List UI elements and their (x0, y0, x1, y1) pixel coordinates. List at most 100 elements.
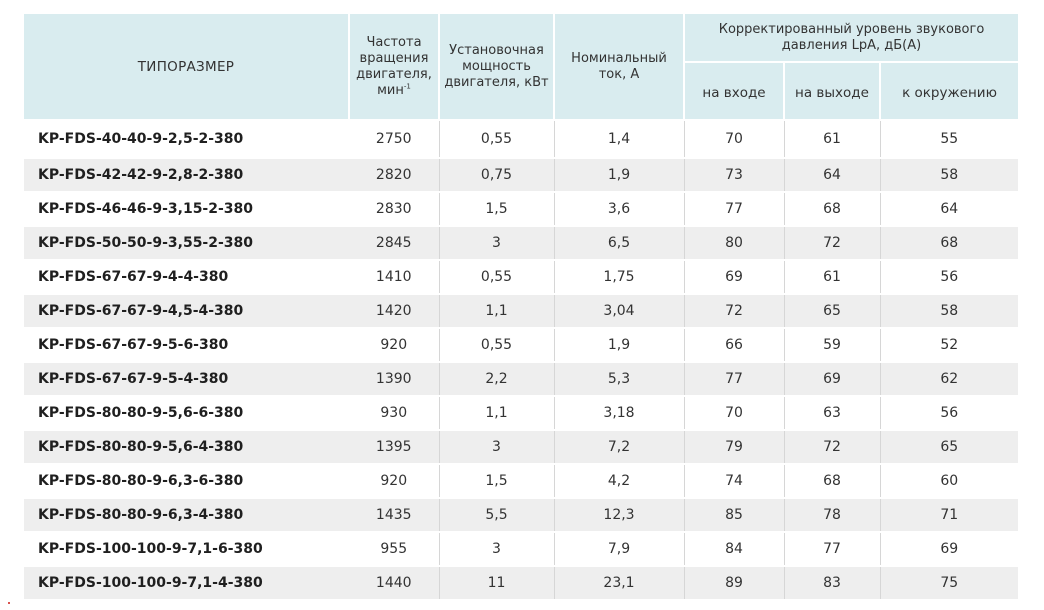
cell-rpm: 930 (349, 396, 440, 431)
cell-noise-out: 83 (784, 566, 881, 601)
cell-rpm: 1420 (349, 294, 440, 329)
cell-noise-in: 72 (684, 294, 785, 329)
cell-rpm: 2830 (349, 192, 440, 227)
cell-model: KP-FDS-100-100-9-7,1-4-380 (24, 566, 349, 601)
cell-noise-out: 68 (784, 464, 881, 499)
cell-current: 1,75 (554, 260, 685, 295)
cell-current: 3,18 (554, 396, 685, 431)
cell-noise-in: 84 (684, 532, 785, 567)
cell-rpm: 1410 (349, 260, 440, 295)
cell-current: 7,2 (554, 430, 685, 465)
cell-noise-env: 58 (880, 294, 1019, 329)
cell-noise-env: 58 (880, 158, 1019, 193)
cell-power: 2,2 (439, 362, 555, 397)
cell-noise-env: 64 (880, 192, 1019, 227)
cell-power: 0,55 (439, 328, 555, 363)
table-row: KP-FDS-42-42-9-2,8-2-380 2820 0,75 1,9 73 64 5… (24, 158, 1019, 193)
cell-noise-in: 69 (684, 260, 785, 295)
col-header-noise-env: к окружению (880, 62, 1019, 121)
col-header-noise-out: на выходе (784, 62, 881, 121)
cell-rpm: 920 (349, 464, 440, 499)
col-header-noise-group: Корректированный уровень звукового давле… (684, 14, 1019, 63)
cell-noise-in: 74 (684, 464, 785, 499)
cell-model: KP-FDS-67-67-9-5-6-380 (24, 328, 349, 363)
cell-noise-out: 77 (784, 532, 881, 567)
cell-noise-in: 70 (684, 120, 785, 159)
cell-noise-env: 71 (880, 498, 1019, 533)
cell-power: 11 (439, 566, 555, 601)
cell-noise-out: 72 (784, 226, 881, 261)
cell-current: 6,5 (554, 226, 685, 261)
cell-rpm: 2845 (349, 226, 440, 261)
cell-noise-env: 60 (880, 464, 1019, 499)
cell-model: KP-FDS-80-80-9-6,3-4-380 (24, 498, 349, 533)
cell-model: KP-FDS-42-42-9-2,8-2-380 (24, 158, 349, 193)
cell-noise-in: 70 (684, 396, 785, 431)
cell-model: KP-FDS-40-40-9-2,5-2-380 (24, 120, 349, 159)
cell-noise-out: 61 (784, 120, 881, 159)
table-row: KP-FDS-67-67-9-5-6-380 920 0,55 1,9 66 59 52 (24, 328, 1019, 363)
table-row: KP-FDS-100-100-9-7,1-6-380 955 3 7,9 84 77 69 (24, 532, 1019, 567)
cell-power: 1,1 (439, 294, 555, 329)
cell-noise-env: 52 (880, 328, 1019, 363)
cell-noise-env: 75 (880, 566, 1019, 601)
cell-noise-in: 80 (684, 226, 785, 261)
cell-noise-out: 78 (784, 498, 881, 533)
cell-power: 0,55 (439, 260, 555, 295)
table-row: KP-FDS-46-46-9-3,15-2-380 2830 1,5 3,6 77 68 6… (24, 192, 1019, 227)
cell-rpm: 955 (349, 532, 440, 567)
table-row: KP-FDS-80-80-9-6,3-6-380 920 1,5 4,2 74 68 60 (24, 464, 1019, 499)
cell-noise-out: 68 (784, 192, 881, 227)
table-body: KP-FDS-40-40-9-2,5-2-380 2750 0,55 1,4 70 61 5… (24, 120, 1019, 601)
table-row: KP-FDS-80-80-9-5,6-4-380 1395 3 7,2 79 72 65 (24, 430, 1019, 465)
cell-noise-env: 69 (880, 532, 1019, 567)
table-row: KP-FDS-80-80-9-6,3-4-380 1435 5,5 12,3 85 78 7… (24, 498, 1019, 533)
cell-power: 1,5 (439, 464, 555, 499)
cell-model: KP-FDS-67-67-9-5-4-380 (24, 362, 349, 397)
cell-model: KP-FDS-100-100-9-7,1-6-380 (24, 532, 349, 567)
col-header-size: ТИПОРАЗМЕР (24, 14, 350, 121)
cell-rpm: 2750 (349, 120, 440, 159)
specs-table: ТИПОРАЗМЕР Частота вращения двигателя, м… (24, 14, 1019, 601)
table-header: ТИПОРАЗМЕР Частота вращения двигателя, м… (24, 14, 1019, 121)
rpm-label: Частота вращения двигателя, мин (356, 34, 432, 98)
cell-current: 1,9 (554, 158, 685, 193)
cell-noise-out: 64 (784, 158, 881, 193)
col-header-power: Установочная мощность двигателя, кВт (439, 14, 555, 121)
cell-model: KP-FDS-50-50-9-3,55-2-380 (24, 226, 349, 261)
cell-model: KP-FDS-80-80-9-6,3-6-380 (24, 464, 349, 499)
cell-model: KP-FDS-67-67-9-4-4-380 (24, 260, 349, 295)
cell-noise-env: 56 (880, 260, 1019, 295)
cell-current: 1,4 (554, 120, 685, 159)
cell-noise-in: 77 (684, 192, 785, 227)
cell-current: 12,3 (554, 498, 685, 533)
rpm-exponent: -1 (403, 82, 411, 91)
table-row: KP-FDS-67-67-9-4-4-380 1410 0,55 1,75 69 61 56 (24, 260, 1019, 295)
col-header-rpm: Частота вращения двигателя, мин-1 (349, 14, 440, 121)
cell-power: 1,5 (439, 192, 555, 227)
cell-current: 5,3 (554, 362, 685, 397)
cell-current: 3,6 (554, 192, 685, 227)
cell-noise-in: 66 (684, 328, 785, 363)
col-header-noise-in: на входе (684, 62, 785, 121)
cell-power: 3 (439, 532, 555, 567)
cell-noise-in: 77 (684, 362, 785, 397)
cell-model: KP-FDS-46-46-9-3,15-2-380 (24, 192, 349, 227)
cell-current: 7,9 (554, 532, 685, 567)
cell-current: 1,9 (554, 328, 685, 363)
cell-rpm: 1390 (349, 362, 440, 397)
col-header-current: Номинальный ток, А (554, 14, 685, 121)
cell-power: 0,55 (439, 120, 555, 159)
cell-power: 3 (439, 226, 555, 261)
cell-rpm: 2820 (349, 158, 440, 193)
cell-current: 3,04 (554, 294, 685, 329)
cell-noise-out: 63 (784, 396, 881, 431)
cell-noise-out: 72 (784, 430, 881, 465)
cell-rpm: 1435 (349, 498, 440, 533)
table-row: KP-FDS-50-50-9-3,55-2-380 2845 3 6,5 80 72 68 (24, 226, 1019, 261)
cell-model: KP-FDS-80-80-9-5,6-4-380 (24, 430, 349, 465)
cell-noise-out: 65 (784, 294, 881, 329)
cell-noise-in: 85 (684, 498, 785, 533)
cell-noise-out: 59 (784, 328, 881, 363)
cell-power: 1,1 (439, 396, 555, 431)
